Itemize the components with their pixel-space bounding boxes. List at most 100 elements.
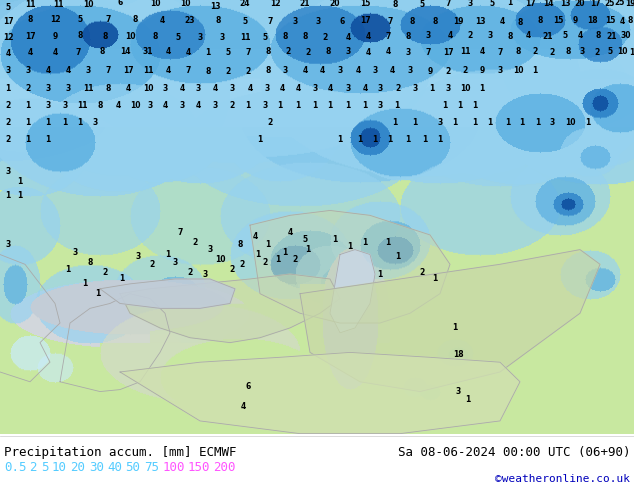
Text: 4: 4 bbox=[53, 49, 58, 57]
Text: 7: 7 bbox=[445, 0, 451, 8]
Text: 11: 11 bbox=[143, 66, 153, 75]
Text: 19: 19 bbox=[624, 0, 634, 8]
Text: 20: 20 bbox=[330, 0, 340, 8]
Text: 1: 1 bbox=[505, 118, 510, 127]
Text: 3: 3 bbox=[346, 48, 351, 56]
Text: 5: 5 bbox=[489, 0, 495, 8]
Text: 7: 7 bbox=[268, 17, 273, 26]
Text: 8: 8 bbox=[237, 240, 243, 249]
Text: 1: 1 bbox=[275, 255, 281, 264]
Text: 4: 4 bbox=[479, 48, 484, 56]
Text: 3: 3 bbox=[72, 248, 77, 257]
Text: 2: 2 bbox=[25, 84, 30, 93]
Text: 2: 2 bbox=[230, 101, 235, 110]
Text: 3: 3 bbox=[425, 31, 430, 40]
Text: 3: 3 bbox=[5, 167, 11, 176]
Text: 1: 1 bbox=[363, 238, 368, 247]
Text: 100: 100 bbox=[162, 462, 185, 474]
Text: 11: 11 bbox=[240, 33, 250, 42]
Text: 2: 2 bbox=[188, 268, 193, 277]
Text: 3: 3 bbox=[207, 245, 212, 254]
Text: 2: 2 bbox=[5, 101, 11, 110]
Text: 19: 19 bbox=[453, 17, 463, 26]
Text: 1: 1 bbox=[46, 118, 51, 127]
Text: 3: 3 bbox=[25, 66, 30, 75]
Text: 3: 3 bbox=[292, 17, 297, 26]
Text: 2: 2 bbox=[396, 84, 401, 93]
Text: 4: 4 bbox=[287, 228, 293, 238]
Text: 8: 8 bbox=[105, 84, 111, 93]
Text: 5: 5 bbox=[607, 48, 612, 56]
Text: 1: 1 bbox=[5, 84, 11, 93]
Text: 4: 4 bbox=[526, 31, 531, 40]
Text: 3: 3 bbox=[550, 118, 555, 127]
Text: 3: 3 bbox=[377, 101, 383, 110]
Text: 1: 1 bbox=[387, 134, 392, 144]
Text: 3: 3 bbox=[162, 84, 167, 93]
Text: 1: 1 bbox=[346, 101, 351, 110]
Text: 10: 10 bbox=[143, 84, 153, 93]
Text: 8: 8 bbox=[265, 66, 271, 75]
Text: 2: 2 bbox=[192, 238, 198, 247]
Text: 2: 2 bbox=[595, 49, 600, 57]
Text: 10: 10 bbox=[180, 0, 190, 8]
Text: 1: 1 bbox=[82, 279, 87, 289]
Text: 6: 6 bbox=[117, 0, 122, 7]
Text: 6: 6 bbox=[339, 17, 345, 26]
Text: 1: 1 bbox=[396, 252, 401, 261]
Text: 4: 4 bbox=[212, 84, 217, 93]
Text: 7: 7 bbox=[105, 15, 111, 24]
Text: 2: 2 bbox=[550, 49, 555, 57]
Text: 10: 10 bbox=[52, 462, 67, 474]
Text: 1: 1 bbox=[519, 118, 524, 127]
Text: 4: 4 bbox=[619, 17, 624, 26]
Text: 2: 2 bbox=[462, 66, 468, 75]
Text: 1: 1 bbox=[313, 101, 318, 110]
Text: 4: 4 bbox=[578, 31, 583, 40]
Text: 1: 1 bbox=[95, 289, 101, 298]
Text: 3: 3 bbox=[467, 0, 472, 8]
Text: 3: 3 bbox=[264, 84, 269, 93]
Text: 2: 2 bbox=[322, 33, 328, 42]
Text: 7: 7 bbox=[497, 49, 503, 57]
Text: 2: 2 bbox=[445, 67, 451, 76]
Text: 8: 8 bbox=[265, 48, 271, 56]
Text: 2: 2 bbox=[262, 258, 268, 267]
Text: 10: 10 bbox=[565, 118, 575, 127]
Text: 8: 8 bbox=[507, 32, 513, 41]
Text: 4: 4 bbox=[365, 49, 371, 57]
Text: 3: 3 bbox=[5, 66, 11, 75]
Text: 4: 4 bbox=[365, 32, 371, 41]
Text: 2: 2 bbox=[230, 265, 235, 274]
Text: 1: 1 bbox=[332, 235, 338, 245]
Text: 3: 3 bbox=[136, 252, 141, 261]
Text: 8: 8 bbox=[97, 101, 103, 110]
Text: 1: 1 bbox=[437, 134, 443, 144]
Text: 7: 7 bbox=[245, 49, 250, 57]
Polygon shape bbox=[250, 211, 450, 323]
Text: 11: 11 bbox=[77, 101, 87, 110]
Text: 3: 3 bbox=[377, 84, 383, 93]
Text: 5: 5 bbox=[77, 15, 82, 24]
Text: 8: 8 bbox=[392, 0, 398, 9]
Text: 8: 8 bbox=[302, 32, 307, 41]
Text: 2: 2 bbox=[225, 67, 231, 76]
Text: 4: 4 bbox=[195, 101, 200, 110]
Text: 8: 8 bbox=[405, 32, 411, 41]
Text: 3: 3 bbox=[147, 101, 153, 110]
Text: 0.5: 0.5 bbox=[4, 462, 27, 474]
Text: 1: 1 bbox=[282, 248, 288, 257]
Text: 2: 2 bbox=[306, 49, 311, 57]
Text: 2: 2 bbox=[292, 255, 297, 264]
Text: 1: 1 bbox=[405, 134, 411, 144]
Text: 2: 2 bbox=[285, 48, 290, 56]
Text: 1: 1 bbox=[585, 118, 591, 127]
Text: 4: 4 bbox=[27, 49, 32, 57]
Polygon shape bbox=[330, 249, 375, 333]
Text: 8: 8 bbox=[325, 48, 331, 56]
Text: 8: 8 bbox=[515, 48, 521, 56]
Text: 25: 25 bbox=[605, 0, 615, 8]
Text: 3: 3 bbox=[46, 101, 51, 110]
Text: 1: 1 bbox=[394, 101, 399, 110]
Text: 3: 3 bbox=[372, 66, 378, 75]
